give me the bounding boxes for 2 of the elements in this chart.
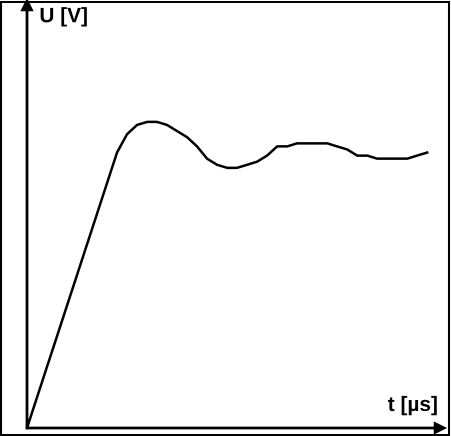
x-axis-title: t [µs]: [388, 396, 437, 416]
y-axis-title: U [V]: [40, 7, 87, 27]
